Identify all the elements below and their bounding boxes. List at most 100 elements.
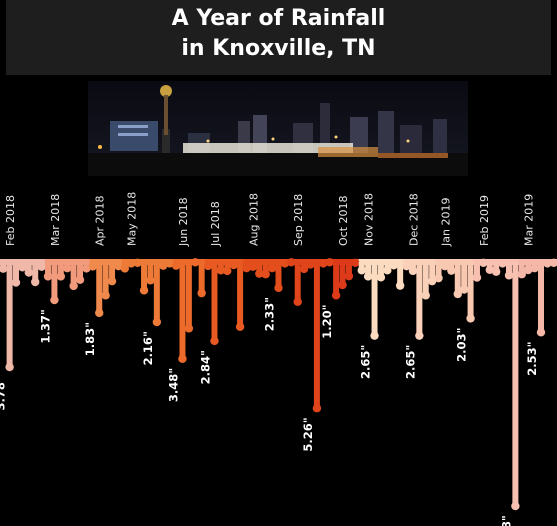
rain-bar: [57, 262, 64, 277]
month-tick-label: Nov 2018: [363, 193, 376, 246]
rain-dot: [229, 260, 238, 270]
rain-dot: [248, 262, 258, 271]
month-tick-label: Feb 2019: [478, 195, 491, 246]
rain-bar: [429, 262, 436, 282]
month-tick-label: Jul 2018: [209, 201, 222, 247]
rain-bar: [147, 262, 154, 281]
rain-dot: [261, 270, 270, 279]
rain-dot: [306, 260, 315, 269]
rain-dot: [287, 258, 296, 267]
rain-dot: [408, 266, 418, 276]
max-value-label: 2.84": [198, 350, 212, 384]
rain-dot: [498, 259, 507, 268]
rain-bar: [185, 262, 192, 329]
rain-dot: [434, 273, 443, 283]
month-tick-label: May 2018: [126, 192, 139, 246]
rain-bar: [275, 262, 282, 288]
max-value-label: 2.33": [263, 297, 277, 331]
rain-bar: [51, 262, 58, 301]
rain-bar: [198, 262, 205, 294]
rain-bar: [435, 262, 442, 279]
rain-dot: [523, 265, 533, 275]
rain-dot: [120, 264, 130, 273]
rain-dot: [543, 259, 552, 268]
rain-bar: [294, 262, 301, 302]
rain-bar: [454, 262, 461, 294]
rain-bar: [102, 262, 109, 296]
rain-dot: [280, 259, 290, 268]
rain-bar: [32, 262, 39, 283]
rain-bar: [512, 262, 519, 507]
max-value-label: 3.78": [0, 376, 8, 410]
month-tick-label: Jun 2018: [177, 197, 190, 247]
rain-dot: [466, 314, 475, 323]
rain-dot: [127, 259, 136, 268]
rain-dot: [133, 258, 142, 268]
max-value-label: 8.78": [499, 515, 513, 526]
rain-dot: [459, 285, 469, 294]
rain-dot: [389, 261, 398, 270]
rain-bar: [96, 262, 103, 313]
rain-bar: [448, 262, 455, 271]
rain-dot: [184, 324, 194, 333]
rain-bar: [422, 262, 429, 296]
rain-bar: [473, 262, 480, 278]
rain-bar: [153, 262, 160, 323]
rain-bar: [6, 262, 13, 368]
rain-dot: [88, 262, 98, 271]
max-value-label: 2.65": [359, 345, 373, 379]
rain-bar: [256, 262, 263, 274]
rain-bar: [224, 262, 231, 271]
rain-bar: [505, 262, 512, 276]
rain-dot: [178, 354, 187, 363]
month-tick-label: Sep 2018: [292, 194, 305, 246]
rain-dot: [24, 268, 34, 277]
rain-dot: [395, 281, 405, 290]
rain-dot: [216, 266, 226, 275]
city-skyline-photo: [88, 81, 468, 176]
rain-dot: [69, 281, 78, 291]
rain-dot: [101, 291, 110, 300]
month-tick-label: Mar 2019: [523, 194, 536, 246]
rain-dot: [427, 276, 437, 286]
rain-dot: [203, 261, 213, 271]
month-tick-label: Aug 2018: [247, 193, 260, 246]
rain-dot: [11, 278, 21, 287]
rain-dot: [319, 259, 328, 268]
rain-dot: [146, 276, 155, 285]
rain-dot: [159, 261, 168, 270]
rain-bar: [109, 262, 116, 282]
rain-bar: [13, 262, 20, 283]
rain-dot: [152, 317, 162, 327]
rain-dot: [165, 259, 174, 268]
month-tick-label: Dec 2018: [407, 193, 420, 246]
rain-dot: [383, 266, 392, 275]
rain-dot: [338, 280, 347, 290]
rain-dot: [549, 258, 557, 268]
rain-dot: [63, 263, 72, 273]
rain-dot: [370, 331, 379, 340]
max-value-label: 1.37": [38, 309, 52, 343]
rain-bar: [313, 262, 320, 409]
rain-dot: [472, 273, 482, 282]
rain-dot: [511, 501, 520, 511]
rain-dot: [504, 271, 514, 280]
rain-dot: [530, 263, 539, 273]
rain-bar: [77, 262, 84, 280]
rain-dot: [255, 269, 264, 278]
rain-dot: [312, 404, 322, 413]
rain-bar: [141, 262, 148, 291]
rain-dot: [210, 336, 219, 346]
max-value-label: 2.53": [525, 341, 539, 375]
rain-dot: [415, 331, 424, 340]
rain-dot: [440, 261, 450, 271]
rain-dot: [421, 291, 430, 300]
rain-dot: [491, 267, 501, 276]
rain-dot: [37, 262, 46, 271]
rain-dot: [107, 276, 117, 286]
rain-dot: [43, 272, 53, 281]
rain-dot: [242, 263, 251, 273]
rain-bar: [467, 262, 474, 319]
max-value-label: 2.65": [403, 345, 417, 379]
rain-dot: [357, 266, 366, 275]
